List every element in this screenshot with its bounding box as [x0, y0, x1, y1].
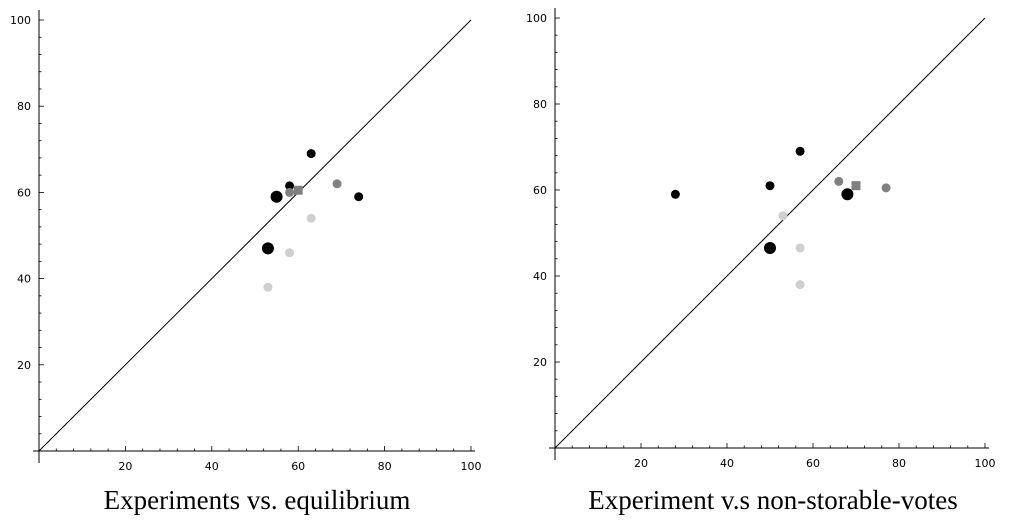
data-point — [795, 243, 805, 253]
reference-line — [38, 19, 472, 452]
y-tick-label: 60 — [533, 184, 547, 197]
x-tick-label: 20 — [634, 457, 648, 470]
y-tick-label: 80 — [533, 98, 547, 111]
data-point — [795, 146, 805, 156]
x-tick-label: 40 — [205, 460, 219, 473]
data-point — [834, 176, 844, 186]
x-tick-label: 80 — [892, 457, 906, 470]
chart-panel-left: 20 40 60 80 100 20 40 60 80 100 — [10, 10, 482, 473]
y-tick-label: 60 — [17, 186, 31, 199]
x-tick-label: 60 — [291, 460, 305, 473]
x-tick-label: 100 — [461, 460, 482, 473]
data-point-square — [293, 185, 303, 195]
x-tick-label: 40 — [720, 457, 734, 470]
y-tick-label: 20 — [533, 356, 547, 369]
y-tick-label: 20 — [17, 359, 31, 372]
data-point — [354, 192, 364, 202]
data-point — [881, 183, 891, 193]
data-point — [270, 190, 283, 203]
data-point — [795, 280, 805, 290]
y-tick-label: 40 — [17, 273, 31, 286]
x-tick-label: 60 — [806, 457, 820, 470]
data-point — [764, 242, 776, 255]
y-tick-label: 40 — [533, 270, 547, 283]
data-point — [261, 242, 274, 255]
data-point — [306, 149, 316, 159]
y-tick-label: 80 — [17, 100, 31, 113]
x-tick-label: 80 — [378, 460, 392, 473]
x-tick-label: 100 — [975, 457, 996, 470]
y-tick-label: 100 — [526, 12, 547, 25]
data-point — [841, 188, 854, 201]
data-point — [332, 179, 342, 189]
data-point — [263, 282, 273, 292]
data-point — [778, 211, 788, 221]
chart-title-right: Experiment v.s non-storable-votes — [588, 485, 957, 515]
reference-line — [554, 17, 986, 449]
x-tick-label: 20 — [118, 460, 132, 473]
y-tick-label: 100 — [10, 14, 31, 27]
data-point — [285, 248, 295, 258]
data-point-square — [851, 181, 861, 191]
data-point — [670, 189, 680, 199]
data-point — [765, 181, 775, 191]
data-point — [285, 181, 295, 191]
chart-panel-right: 20 40 60 80 100 20 40 60 80 100 — [526, 8, 996, 470]
data-point — [306, 213, 316, 223]
data-point — [285, 187, 295, 197]
chart-title-left: Experiments vs. equilibrium — [104, 485, 411, 515]
